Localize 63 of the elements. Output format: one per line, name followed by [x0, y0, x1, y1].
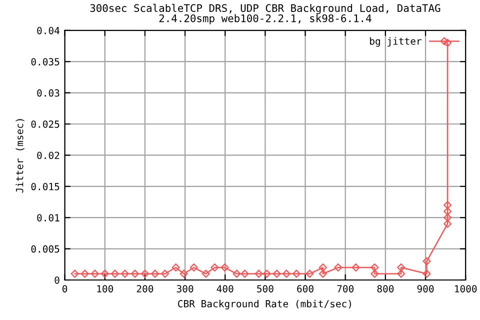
point [370, 270, 379, 278]
x-tick-label: 200 [136, 285, 154, 292]
y-tick-label: 0.03 [37, 89, 60, 97]
point [444, 38, 452, 47]
x-tick-label: 1000 [455, 285, 477, 292]
point [397, 270, 406, 278]
point [110, 270, 119, 278]
point [150, 270, 159, 278]
point [172, 264, 180, 272]
point [140, 270, 149, 278]
point [232, 270, 241, 278]
x-tick-label: 400 [216, 285, 234, 292]
y-tick-label: 0.035 [31, 58, 60, 66]
point [444, 214, 452, 222]
chart-title: 300sec ScalableTCP DRS, UDP CBR Background Load, DataTAG 2.4.20smp web100-2.2.1, sk98-6.1.4 [90, 4, 440, 24]
point [190, 264, 198, 272]
x-tick-label: 500 [257, 285, 274, 292]
point [282, 270, 290, 278]
y-tick-label: 0 [54, 276, 60, 284]
point [444, 220, 452, 228]
y-axis-title: Jitter (msec) [16, 119, 24, 193]
x-tick-label: 300 [176, 285, 194, 292]
x-axis-title: CBR Background Rate (mbit/sec) [178, 300, 351, 310]
point [130, 270, 139, 278]
point [370, 264, 379, 272]
point [254, 270, 263, 278]
x-tick-label: 900 [417, 285, 434, 292]
point [306, 270, 314, 278]
point [318, 270, 327, 278]
point [240, 270, 249, 278]
x-tick-label: 800 [377, 285, 394, 292]
y-tick-label: 0.025 [31, 120, 60, 128]
point [318, 264, 327, 272]
point [397, 264, 406, 272]
y-tick-label: 0.02 [37, 152, 60, 160]
point [352, 264, 360, 272]
point [70, 270, 79, 278]
point [422, 257, 431, 266]
y-tick-label: 0.005 [31, 245, 60, 253]
point [80, 270, 89, 278]
legend-label: bg jitter [370, 37, 422, 47]
point [334, 264, 342, 272]
point [220, 264, 229, 272]
point [444, 201, 452, 210]
point [262, 270, 271, 278]
point [422, 270, 431, 278]
point [272, 270, 281, 278]
y-tick-label: 0.01 [37, 214, 60, 222]
point [444, 207, 452, 216]
point [292, 270, 300, 278]
x-tick-label: 0 [62, 285, 68, 292]
point [161, 270, 169, 278]
x-tick-label: 600 [297, 285, 314, 292]
point [120, 270, 129, 278]
point [100, 270, 109, 278]
x-tick-label: 100 [97, 285, 114, 292]
y-tick-label: 0.015 [31, 182, 60, 190]
point [90, 270, 99, 278]
x-tick-label: 700 [337, 285, 354, 292]
point [202, 270, 210, 278]
y-tick-label: 0.04 [37, 26, 60, 34]
point [210, 264, 219, 272]
point [180, 270, 188, 278]
